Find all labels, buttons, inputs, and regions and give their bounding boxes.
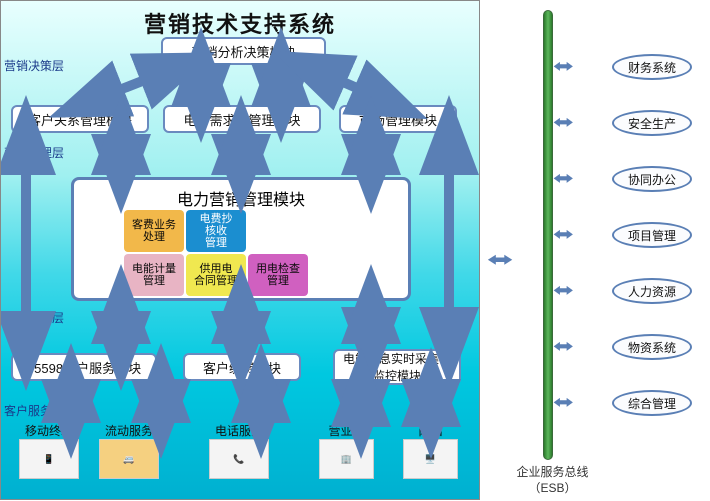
system-title: 营销技术支持系统	[1, 7, 479, 39]
oval-safety: 安全生产	[612, 110, 692, 136]
power-marketing-title: 电力营销管理模块	[74, 186, 408, 210]
puzzle-contract: 供用电合同管理	[186, 254, 246, 296]
box-energy-info: 电能信息实时采集与监控模块	[333, 349, 461, 385]
oval-material: 物资系统	[612, 334, 692, 360]
oval-oa: 协同办公	[612, 166, 692, 192]
oval-hr: 人力资源	[612, 278, 692, 304]
oval-finance: 财务系统	[612, 54, 692, 80]
box-payment: 客户缴费模块	[183, 353, 301, 381]
channel-hall-label: 营业厅	[319, 422, 374, 439]
power-marketing-container: 电力营销管理模块 客费业务处理 电费抄核收管理 电能计量管理 供用电合同管理 用…	[71, 177, 411, 301]
esb-bus	[543, 10, 553, 460]
channel-hall-img: 🏢	[319, 439, 374, 479]
layer-business: 营销业务层	[4, 309, 64, 326]
channel-van-img: 🚐	[99, 439, 159, 479]
box-crm: 客户关系管理模块	[11, 105, 149, 133]
layer-decision: 营销决策层	[4, 57, 64, 74]
conn-project: ⬌	[553, 225, 574, 243]
puzzle-metering: 电能计量管理	[124, 254, 184, 296]
panel-to-bus-connector: ⬌	[487, 247, 514, 272]
box-demand: 电力需求侧管理模块	[163, 105, 321, 133]
esb-label: 企业服务总线（ESB）	[505, 465, 600, 496]
conn-material: ⬌	[553, 337, 574, 355]
conn-safety: ⬌	[553, 113, 574, 131]
channel-mobile-img: 📱	[19, 439, 79, 479]
conn-oa: ⬌	[553, 169, 574, 187]
channel-phone-label: 电话服务	[209, 422, 269, 439]
channel-web-img: 🖥️	[403, 439, 458, 479]
oval-general: 综合管理	[612, 390, 692, 416]
layer-management: 营销管理层	[4, 144, 64, 161]
box-95598: 95598客户服务模块	[11, 353, 157, 381]
channel-web-label: 网站	[403, 422, 458, 439]
layer-service: 客户服务层	[4, 402, 64, 419]
left-system-panel: 营销技术支持系统 营销决策层 营销管理层 营销业务层 客户服务层 营销分析决策模…	[0, 0, 480, 500]
oval-project: 项目管理	[612, 222, 692, 248]
puzzle-cust-biz: 客费业务处理	[124, 210, 184, 252]
conn-finance: ⬌	[553, 57, 574, 75]
conn-hr: ⬌	[553, 281, 574, 299]
puzzle-elec-fee: 电费抄核收管理	[186, 210, 246, 252]
box-analysis: 营销分析决策模块	[161, 37, 326, 65]
conn-general: ⬌	[553, 393, 574, 411]
channel-phone-img: 📞	[209, 439, 269, 479]
puzzle-inspect: 用电检查管理	[248, 254, 308, 296]
channel-mobile-label: 移动终端	[19, 422, 79, 439]
channel-van-label: 流动服务	[99, 422, 159, 439]
box-market: 市场管理模块	[339, 105, 457, 133]
